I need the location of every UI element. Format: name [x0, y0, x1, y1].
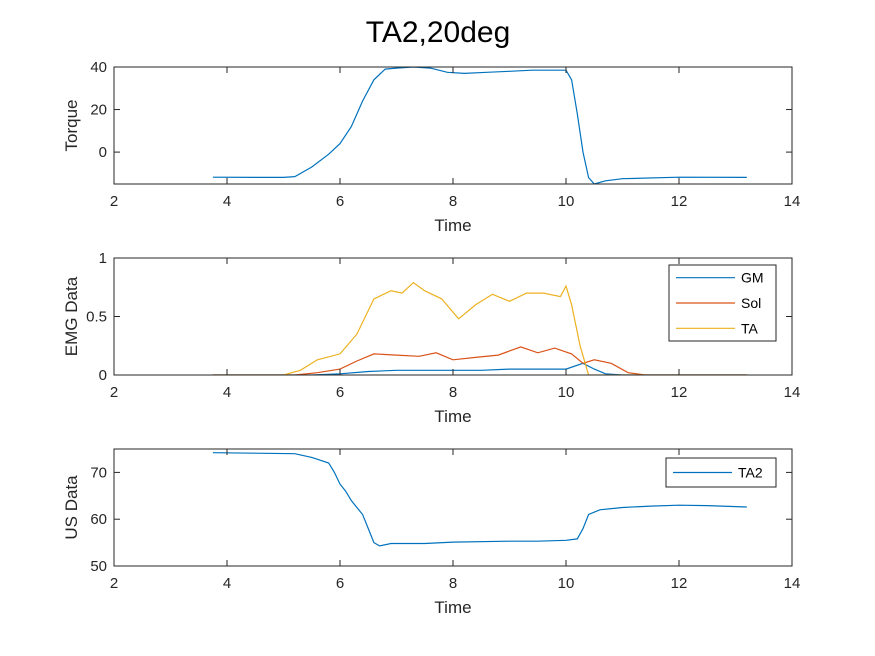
x-tick-label: 4: [223, 384, 231, 401]
x-tick-label: 12: [671, 193, 688, 210]
subplot-1: 2 4 6 8 10 12 14 0 20 40 Time Torque: [62, 59, 800, 235]
y-tick-label: 60: [90, 511, 107, 528]
y-tick-label: 0: [99, 367, 107, 384]
x-tick-label: 8: [449, 575, 457, 592]
x-tick-label: 2: [110, 193, 118, 210]
x-axis-label: Time: [434, 407, 471, 426]
x-tick-label: 14: [784, 575, 801, 592]
legend-label-ta: TA: [741, 320, 759, 336]
series-line-ta: [212, 281, 747, 375]
legend-label-gm: GM: [741, 270, 764, 286]
x-tick-label: 4: [223, 193, 231, 210]
series-line-sol: [212, 346, 747, 375]
legend: TA2: [665, 457, 777, 488]
legend-label-ta2: TA2: [738, 465, 763, 481]
series-line-1-0: [212, 67, 747, 184]
y-tick-label: 1: [99, 250, 107, 267]
legend-label-sol: Sol: [741, 295, 761, 311]
y-tick-label: 50: [90, 558, 107, 575]
x-tick-label: 14: [784, 384, 801, 401]
y-tick-label: 40: [90, 59, 107, 76]
y-axis-label: Torque: [62, 100, 81, 152]
x-tick-label: 12: [671, 384, 688, 401]
x-axis-label: Time: [434, 216, 471, 235]
figure-title: TA2,20deg: [366, 16, 511, 49]
legend: GM Sol TA: [668, 264, 777, 342]
y-tick-label: 70: [90, 464, 107, 481]
x-tick-label: 6: [336, 575, 344, 592]
y-tick-label: 0: [99, 144, 107, 161]
x-axis-label: Time: [434, 598, 471, 617]
x-tick-label: 12: [671, 575, 688, 592]
x-tick-label: 4: [223, 575, 231, 592]
x-tick-label: 8: [449, 384, 457, 401]
x-tick-label: 2: [110, 575, 118, 592]
x-tick-label: 10: [558, 384, 575, 401]
axes-box: [113, 66, 793, 185]
y-axis-label: US Data: [62, 475, 81, 540]
x-tick-label: 14: [784, 193, 801, 210]
x-tick-label: 10: [558, 193, 575, 210]
x-tick-label: 8: [449, 193, 457, 210]
series-line-gm: [212, 362, 747, 375]
subplot-2: 2 4 6 8 10 12 14 0 0.5 1 Time EMG Data GM Sol TA: [62, 250, 800, 426]
y-tick-label: 20: [90, 102, 107, 119]
y-axis-label: EMG Data: [62, 276, 81, 356]
x-tick-label: 10: [558, 575, 575, 592]
x-tick-label: 2: [110, 384, 118, 401]
y-tick-label: 0.5: [86, 309, 107, 326]
x-tick-label: 6: [336, 193, 344, 210]
series-line-ta2: [212, 452, 747, 547]
subplot-3: 2 4 6 8 10 12 14 50 60 70 Time US Data TA2: [62, 448, 801, 617]
x-tick-label: 6: [336, 384, 344, 401]
